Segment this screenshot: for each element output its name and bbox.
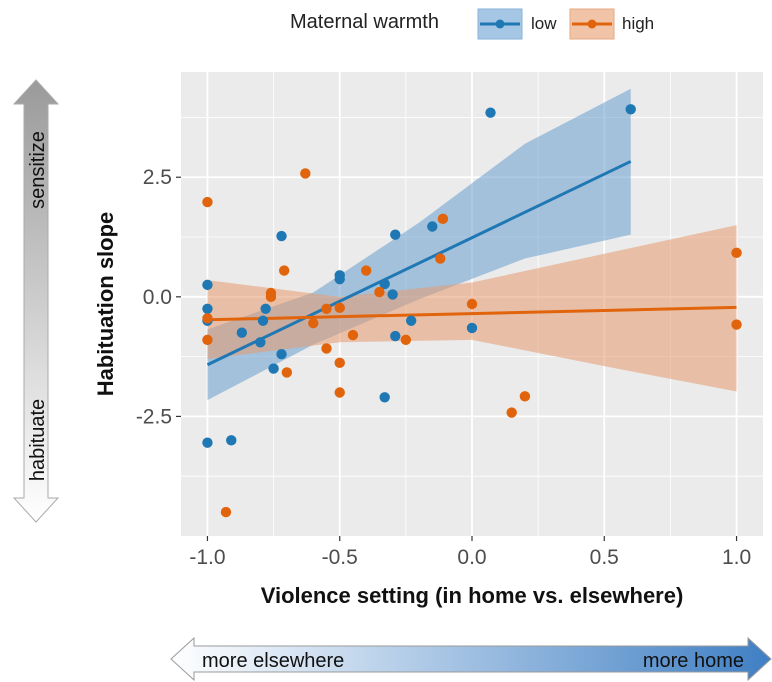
point-low — [257, 315, 269, 326]
point-high — [374, 286, 385, 298]
x-tick-label: 0.5 — [590, 546, 619, 569]
point-low — [226, 435, 237, 446]
point-low — [427, 221, 438, 232]
point-low — [255, 337, 266, 348]
point-low — [387, 289, 398, 300]
fit-line-high — [207, 305, 737, 322]
legend: Maternal warmth low high — [290, 8, 654, 40]
point-high — [519, 391, 531, 402]
point-low — [236, 327, 248, 338]
point-high — [334, 357, 345, 369]
y-tick-label: 0.0 — [143, 286, 172, 309]
point-low — [202, 279, 213, 291]
y-axis-title: Habituation slope — [93, 212, 118, 397]
legend-label-low: low — [531, 14, 557, 33]
point-high — [400, 334, 412, 346]
point-low — [276, 230, 287, 242]
point-high — [202, 196, 213, 208]
point-low — [485, 107, 496, 118]
point-high — [466, 298, 478, 310]
point-high — [202, 313, 213, 324]
legend-label-high: high — [622, 14, 654, 33]
point-low — [379, 392, 390, 403]
data-points — [202, 104, 742, 518]
point-high — [334, 302, 345, 314]
x-axis-title: Violence setting (in home vs. elsewhere) — [261, 583, 684, 608]
point-low — [202, 303, 213, 314]
point-low — [276, 349, 287, 360]
vertical-arrow-shape — [12, 79, 60, 523]
point-high — [731, 247, 742, 259]
point-high — [278, 265, 290, 276]
elsewhere-home-arrow: more elsewhere more home — [170, 636, 772, 682]
point-high — [202, 334, 213, 346]
fit-lines — [206, 160, 737, 367]
y-tick-label: -2.5 — [136, 405, 172, 428]
point-high — [334, 387, 345, 398]
point-high — [308, 317, 319, 329]
arrow-label-more-elsewhere: more elsewhere — [202, 650, 344, 672]
legend-title: Maternal warmth — [290, 11, 439, 33]
horizontal-arrow-shape — [170, 636, 772, 682]
point-low — [625, 104, 636, 115]
x-axis-ticks: -1.0 -0.5 0.0 0.5 1.0 — [189, 536, 751, 569]
sensitize-habituate-arrow: sensitize habituate — [12, 79, 60, 523]
point-high — [321, 303, 332, 314]
legend-key-high-point — [587, 19, 597, 29]
arrow-label-more-home: more home — [643, 650, 744, 672]
point-low — [379, 278, 390, 290]
x-tick-label: -0.5 — [322, 546, 358, 569]
legend-key-low-point — [495, 19, 505, 29]
point-high — [321, 343, 332, 354]
point-high — [437, 213, 449, 225]
point-high — [360, 265, 372, 276]
x-tick-label: 1.0 — [722, 546, 751, 569]
point-low — [390, 330, 401, 342]
point-high — [731, 319, 742, 330]
point-high — [435, 253, 446, 264]
x-tick-label: 0.0 — [457, 546, 486, 569]
point-low — [268, 363, 279, 374]
point-high — [220, 506, 232, 518]
point-high — [300, 168, 311, 179]
point-low — [405, 315, 417, 326]
point-low — [390, 229, 401, 240]
arrow-label-habituate: habituate — [27, 399, 49, 481]
y-tick-label: 2.5 — [143, 166, 172, 189]
point-low — [202, 437, 213, 448]
plot-panel — [181, 72, 763, 536]
fit-line-low — [206, 160, 632, 367]
point-low — [260, 303, 271, 314]
point-high — [265, 291, 277, 303]
point-high — [281, 367, 293, 378]
x-tick-label: -1.0 — [189, 546, 225, 569]
point-low — [466, 322, 478, 334]
point-high — [506, 407, 517, 418]
arrow-label-sensitize: sensitize — [27, 131, 49, 209]
point-low — [334, 273, 345, 285]
y-axis-ticks: -2.5 0.0 2.5 — [136, 166, 181, 428]
point-high — [347, 329, 359, 341]
